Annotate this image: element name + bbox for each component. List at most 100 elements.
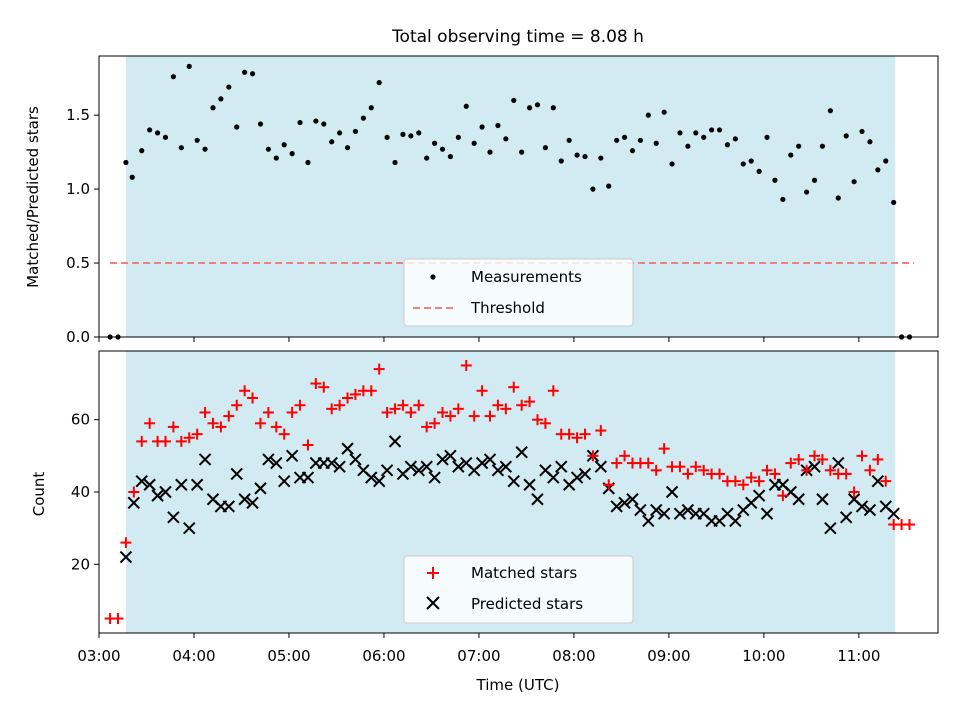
- matched-star-point: [539, 417, 551, 429]
- measurement-point: [701, 134, 707, 140]
- predicted-star-point: [159, 485, 172, 499]
- matched-star-point: [247, 392, 259, 404]
- matched-star-point: [215, 421, 227, 433]
- matched-star-point: [223, 410, 235, 422]
- measurement-point: [344, 145, 351, 151]
- measurement-point: [249, 71, 256, 77]
- measurement-point: [463, 103, 469, 109]
- predicted-star-point: [839, 511, 853, 524]
- measurement-point: [337, 130, 343, 136]
- matched-star-point: [848, 486, 860, 498]
- predicted-star-point: [515, 446, 528, 459]
- predicted-star-point: [863, 503, 877, 517]
- predicted-star-point: [333, 460, 346, 473]
- measurement-point: [479, 124, 485, 130]
- measurement-point: [123, 159, 129, 166]
- predicted-star-point: [855, 500, 869, 513]
- matched-star-point: [112, 613, 124, 625]
- measurement-point: [811, 177, 818, 183]
- legend-matched-marker: [427, 567, 439, 579]
- matched-star-point: [349, 388, 361, 400]
- predicted-star-point: [610, 500, 623, 513]
- measurement-point: [614, 137, 620, 143]
- predicted-star-point: [475, 456, 489, 470]
- matched-star-point: [840, 468, 852, 480]
- matched-star-point: [270, 421, 282, 433]
- matched-star-point: [460, 359, 472, 371]
- predicted-star-point: [444, 449, 457, 463]
- measurement-point: [526, 105, 533, 111]
- predicted-star-point: [665, 485, 679, 499]
- measurement-point: [162, 134, 169, 140]
- measurement-point: [819, 143, 826, 149]
- matched-star-point: [175, 435, 187, 447]
- predicted-star-point: [151, 489, 164, 502]
- x-tick-label: 09:00: [647, 647, 690, 665]
- predicted-star-point: [183, 521, 196, 535]
- bottom-y-axis-label: Count: [30, 472, 48, 517]
- x-tick-label: 10:00: [742, 647, 785, 665]
- predicted-star-point: [832, 456, 845, 470]
- predicted-star-point: [190, 478, 204, 491]
- predicted-star-point: [555, 460, 568, 473]
- y-tick-label: 0.0: [66, 328, 90, 346]
- matched-star-point: [761, 464, 773, 476]
- matched-star-point: [207, 417, 219, 429]
- matched-star-point: [698, 464, 710, 476]
- legend-predicted-marker: [426, 596, 440, 610]
- x-tick-label: 03:00: [77, 647, 120, 665]
- matched-star-point: [231, 399, 243, 411]
- predicted-star-point: [483, 453, 497, 466]
- x-tick-label: 11:00: [837, 647, 880, 665]
- predicted-star-point: [887, 507, 900, 520]
- measurement-point: [661, 109, 667, 115]
- measurement-point: [550, 105, 556, 111]
- matched-star-point: [492, 399, 504, 411]
- matched-star-point: [381, 406, 393, 418]
- y-tick-label: 1.5: [66, 106, 90, 124]
- predicted-star-point: [626, 493, 639, 506]
- x-tick-label: 04:00: [172, 647, 215, 665]
- measurement-point: [891, 199, 897, 206]
- bottom-y-ticks: 20 40 60: [71, 411, 99, 573]
- matched-star-point: [682, 468, 694, 480]
- measurement-point: [154, 130, 161, 136]
- matched-star-point: [516, 399, 528, 411]
- top-y-axis-label: Matched/Predicted stars: [24, 106, 42, 288]
- predicted-star-point: [230, 467, 243, 481]
- x-tick-label: 08:00: [552, 647, 595, 665]
- predicted-star-point: [380, 464, 394, 477]
- y-tick-label: 60: [71, 411, 90, 429]
- measurement-point: [416, 130, 422, 136]
- matched-star-point: [444, 410, 456, 422]
- matched-star-point: [587, 450, 599, 462]
- matched-star-point: [816, 453, 828, 465]
- matched-star-point: [199, 406, 211, 418]
- matched-star-point: [824, 464, 836, 476]
- matched-star-point: [904, 519, 916, 531]
- matched-star-point: [579, 428, 591, 440]
- measurement-point: [629, 148, 636, 154]
- predicted-star-point: [499, 460, 513, 473]
- matched-star-point: [880, 475, 892, 487]
- predicted-star-point: [278, 474, 291, 488]
- measurement-point: [867, 139, 873, 145]
- measurement-point: [574, 152, 580, 158]
- measurement-point: [621, 134, 628, 140]
- measurement-point: [424, 155, 430, 161]
- matched-star-point: [500, 403, 512, 415]
- measurement-point: [297, 119, 303, 126]
- matched-star-point: [745, 472, 757, 484]
- predicted-star-point: [650, 503, 663, 517]
- measurement-point: [384, 134, 390, 140]
- matched-star-point: [191, 428, 203, 440]
- predicted-star-point: [491, 464, 505, 477]
- measurement-point: [202, 146, 208, 152]
- measurement-point: [677, 130, 683, 136]
- matched-star-point: [310, 378, 322, 390]
- measurement-point: [242, 69, 248, 75]
- matched-star-point: [476, 385, 488, 397]
- measurement-point: [210, 105, 216, 111]
- measurement-point: [511, 97, 517, 103]
